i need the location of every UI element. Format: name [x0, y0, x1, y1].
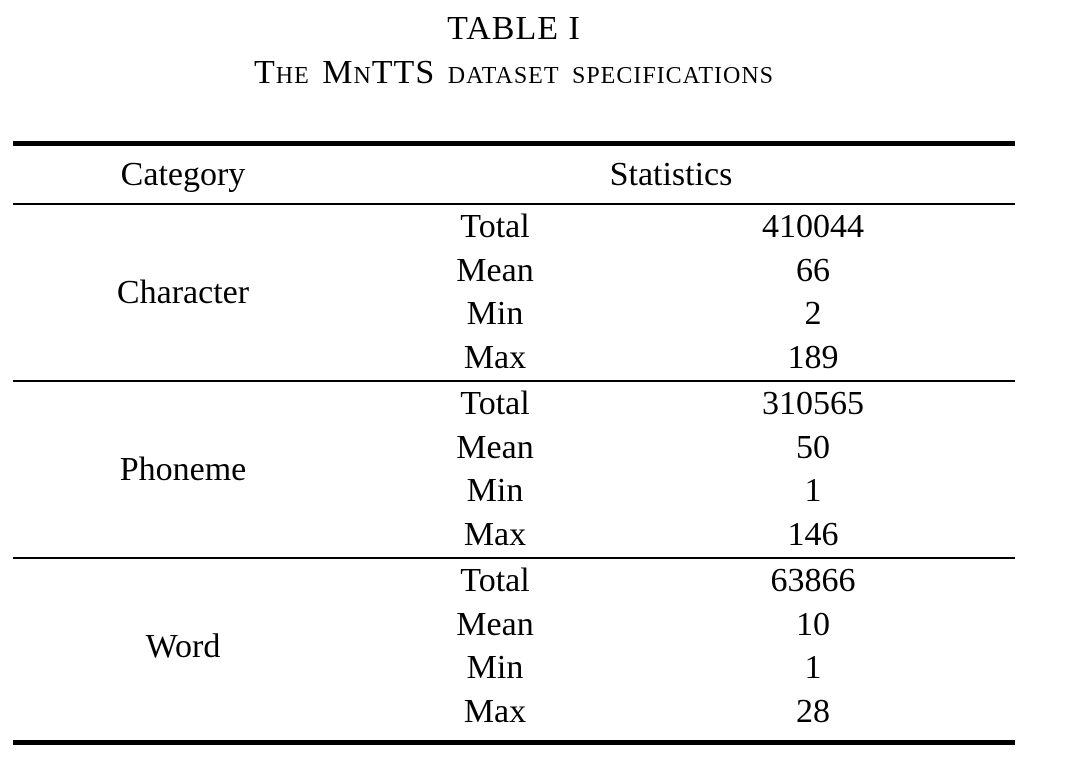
table-row: Max 189: [353, 336, 1015, 380]
dataset-specifications-table: Category Statistics Character Total 4100…: [13, 141, 1015, 745]
stat-rows: Total 310565 Mean 50 Min 1 Max 146: [353, 382, 1015, 557]
header-statistics: Statistics: [609, 155, 733, 193]
table-row: Max 146: [353, 513, 1015, 557]
stat-value-cell: 28: [796, 693, 830, 731]
stat-name-cell: Mean: [456, 428, 534, 466]
stat-name-cell: Max: [463, 339, 527, 377]
stat-name-cell: Total: [460, 561, 530, 599]
table-row: Total 310565: [353, 382, 1015, 426]
stat-name-cell: Max: [463, 516, 527, 554]
stat-value-cell: 63866: [770, 561, 856, 599]
stat-name-cell: Total: [460, 384, 530, 422]
table-group-character: Character Total 410044 Mean 66 Min 2 Max…: [13, 205, 1015, 380]
stat-rows: Total 410044 Mean 66 Min 2 Max 189: [353, 205, 1015, 380]
stat-rows: Total 63866 Mean 10 Min 1 Max 28: [353, 559, 1015, 734]
table-group-phoneme: Phoneme Total 310565 Mean 50 Min 1 Max 1…: [13, 382, 1015, 557]
group-separator-rule: [13, 380, 1015, 382]
stat-name-cell: Total: [460, 207, 530, 245]
table-bottom-rule: [13, 740, 1015, 745]
stat-value-cell: 146: [787, 516, 839, 554]
stat-value-cell: 66: [796, 251, 830, 289]
category-cell: Phoneme: [119, 450, 247, 488]
stat-value-cell: 189: [787, 339, 839, 377]
stat-name-cell: Mean: [456, 605, 534, 643]
table-row: Max 28: [353, 690, 1015, 734]
stat-value-cell: 10: [796, 605, 830, 643]
stat-name-cell: Mean: [456, 251, 534, 289]
table-header-row: Category Statistics: [13, 146, 1015, 203]
stat-name-cell: Max: [463, 693, 527, 731]
table-caption-label: TABLE I: [447, 10, 581, 47]
stat-value-cell: 1: [804, 649, 822, 687]
table-caption-title: The MnTTS dataset specifications: [253, 54, 775, 91]
table-caption: TABLE I The MnTTS dataset specifications: [13, 7, 1015, 95]
table-row: Min 2: [353, 293, 1015, 337]
table-group-word: Word Total 63866 Mean 10 Min 1 Max 28: [13, 559, 1015, 740]
table-row: Min 1: [353, 470, 1015, 514]
stat-name-cell: Min: [466, 649, 524, 687]
header-category: Category: [120, 155, 246, 193]
table-row: Mean 10: [353, 603, 1015, 647]
stat-name-cell: Min: [466, 295, 524, 333]
stat-name-cell: Min: [466, 472, 524, 510]
table-row: Total 63866: [353, 559, 1015, 603]
header-separator-rule: [13, 203, 1015, 205]
table-row: Mean 66: [353, 249, 1015, 293]
stat-value-cell: 50: [796, 428, 830, 466]
table-row: Min 1: [353, 647, 1015, 691]
category-cell: Character: [116, 273, 250, 311]
group-separator-rule: [13, 557, 1015, 559]
table-row: Total 410044: [353, 205, 1015, 249]
category-cell: Word: [145, 627, 221, 665]
stat-value-cell: 2: [804, 295, 822, 333]
stat-value-cell: 310565: [762, 384, 864, 422]
table-row: Mean 50: [353, 426, 1015, 470]
table-top-rule: [13, 141, 1015, 146]
stat-value-cell: 410044: [762, 207, 864, 245]
stat-value-cell: 1: [804, 472, 822, 510]
